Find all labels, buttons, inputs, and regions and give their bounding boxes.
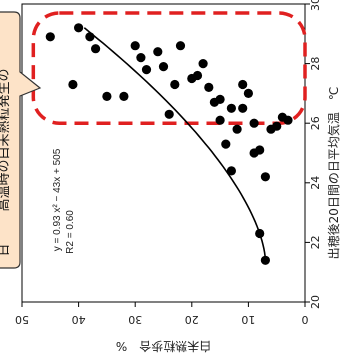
x-axis-label: 白未熟粒歩合 % [116,339,211,354]
data-point [221,139,231,149]
data-point [141,65,152,75]
data-point [243,88,253,98]
x-tick-label: 40 [72,313,86,326]
data-point [158,62,169,72]
y-tick-label: 22 [309,235,322,249]
y-tick-label: 28 [309,57,322,71]
data-point [130,41,140,51]
data-point [255,228,265,239]
data-point [215,115,225,125]
r-squared: R2 = 0.60 [65,210,76,254]
data-point [119,91,129,101]
data-point [175,41,186,51]
data-point [226,103,236,113]
y-tick-label: 26 [309,116,322,130]
fit-curve [83,27,267,261]
data-point [170,79,180,90]
data-point [153,47,163,57]
data-point [260,172,270,182]
y-tick-label: 30 [309,0,322,11]
callout-bubble [0,11,42,269]
data-point [68,79,78,90]
data-point [102,91,112,101]
data-point [272,121,282,131]
callout-edge-text: 日 [0,243,12,256]
x-tick-label: 50 [15,313,29,326]
y-axis-label: 出穂後20日間の日平均気温 ℃ [326,87,341,260]
data-point [187,73,197,84]
fit-equation: y = 0.93 x² − 43x + 505 [52,148,63,251]
data-point [226,166,236,176]
data-point [238,79,248,90]
y-tick-label: 20 [309,295,322,309]
x-tick-label: 30 [128,313,142,326]
x-tick-label: 0 [302,313,309,326]
data-point [260,255,270,265]
callout-text: 高温時の白未熟粒発生の [0,68,12,211]
data-point [136,53,146,63]
data-point [91,44,101,54]
data-point [45,32,55,42]
data-point [204,82,214,92]
data-point [249,148,259,158]
x-tick-label: 20 [185,313,199,326]
data-point [249,118,259,128]
data-point [283,115,293,125]
data-point [215,94,225,104]
data-point [164,109,174,119]
data-point [232,124,242,134]
x-tick-label: 10 [241,313,255,326]
data-point [85,32,95,42]
high-temperature-region [31,11,307,125]
data-point [74,23,84,33]
plot-frame [21,3,306,303]
data-point [238,103,248,113]
data-point [198,59,208,69]
y-tick-label: 24 [309,176,322,190]
